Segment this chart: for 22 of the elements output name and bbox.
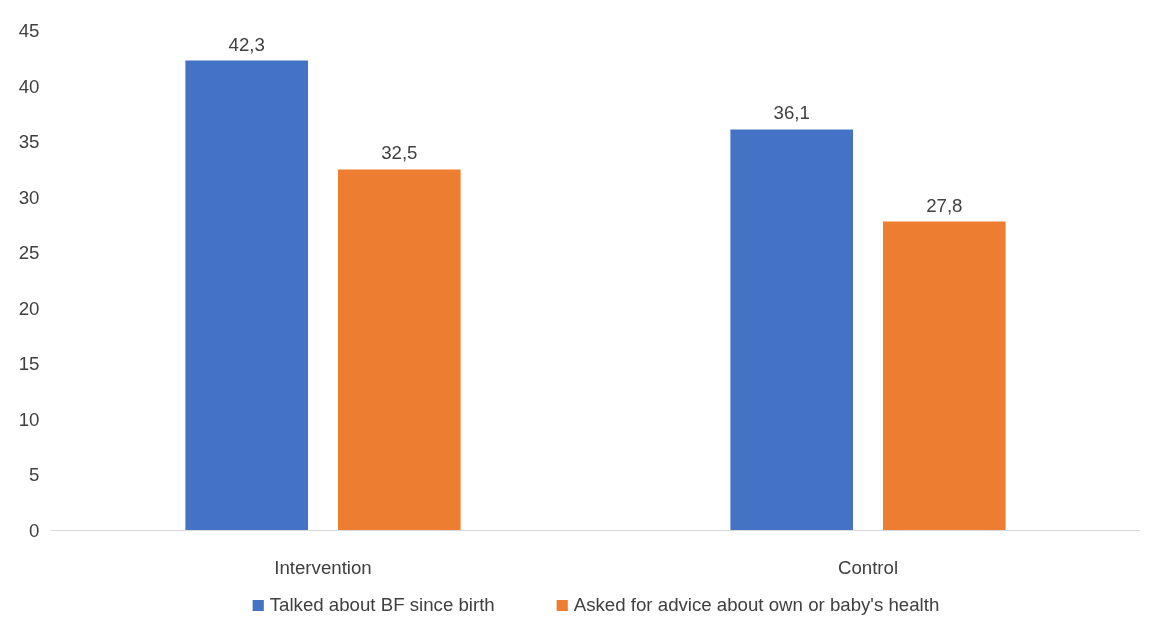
x-tick-label: Intervention — [274, 556, 372, 578]
x-tick-label: Control — [837, 556, 899, 578]
y-tick-label: 20 — [18, 297, 40, 319]
bar — [730, 129, 854, 531]
bar — [882, 221, 1006, 531]
y-tick-label: 15 — [18, 353, 40, 375]
y-tick-label: 10 — [18, 408, 40, 430]
bar — [185, 60, 309, 531]
y-tick-label: 35 — [18, 131, 40, 153]
y-tick-label: 30 — [18, 186, 40, 208]
data-label: 36,1 — [773, 102, 810, 124]
legend-label: Talked about BF since birth — [269, 594, 495, 616]
y-tick-label: 45 — [18, 20, 40, 41]
data-label: 42,3 — [228, 33, 265, 55]
data-label: 32,5 — [381, 142, 418, 164]
y-tick-label: 0 — [29, 520, 40, 541]
data-label: 27,8 — [926, 194, 963, 216]
legend-label: Asked for advice about own or baby's health — [573, 594, 940, 616]
bar — [337, 169, 461, 531]
y-tick-label: 25 — [18, 242, 40, 264]
y-tick-label: 5 — [29, 464, 40, 486]
y-tick-label: 40 — [18, 75, 40, 97]
